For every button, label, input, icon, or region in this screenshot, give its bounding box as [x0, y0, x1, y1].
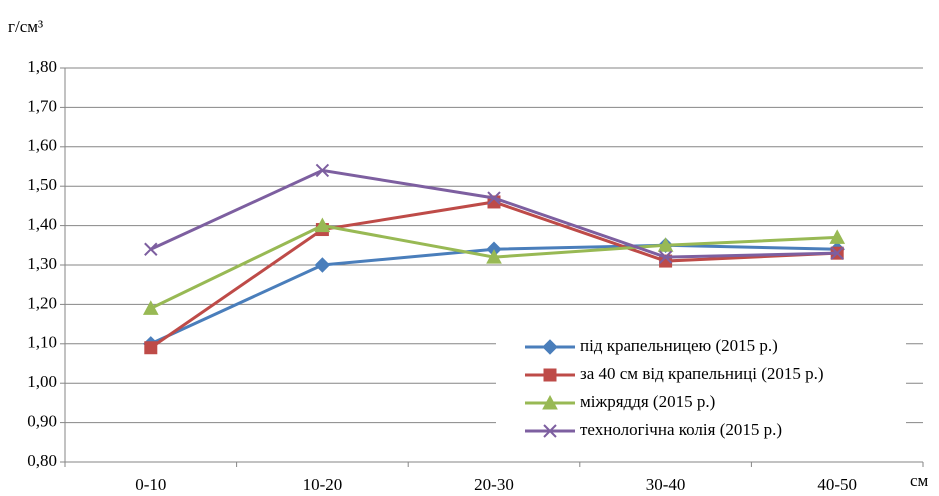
y-tick-label: 1,10: [27, 333, 57, 352]
y-tick-label: 1,00: [27, 372, 57, 391]
legend-label: міжряддя (2015 р.): [580, 392, 715, 411]
y-tick-label: 1,60: [27, 136, 57, 155]
y-tick-label: 0,80: [27, 451, 57, 470]
marker: [142, 300, 159, 315]
marker: [543, 424, 557, 438]
marker: [543, 368, 557, 382]
legend-label: технологічна колія (2015 р.): [580, 420, 782, 439]
x-tick-label: 20-30: [474, 475, 514, 494]
marker: [542, 394, 558, 410]
y-tick-label: 1,70: [27, 96, 57, 115]
marker: [830, 246, 844, 260]
legend-label: за 40 см від крапельниці (2015 р.): [580, 364, 824, 383]
marker: [657, 237, 674, 252]
marker: [658, 250, 673, 264]
marker: [315, 163, 330, 178]
y-tick-label: 1,30: [27, 254, 57, 273]
marker: [542, 339, 558, 355]
y-tick-label: 1,20: [27, 293, 57, 312]
x-tick-label: 40-50: [817, 475, 857, 494]
marker: [486, 249, 502, 264]
marker: [829, 229, 846, 244]
legend: під крапельницею (2015 р.) за 40 см від к…: [496, 330, 906, 446]
marker: [144, 242, 158, 256]
x-tick-label: 10-20: [303, 475, 343, 494]
y-tick-label: 1,80: [27, 57, 57, 76]
y-tick-label: 1,40: [27, 215, 57, 234]
legend-label: під крапельницею (2015 р.): [580, 336, 778, 355]
x-tick-label: 0-10: [135, 475, 166, 494]
marker: [314, 217, 331, 233]
y-axis-label: г/см³: [8, 17, 43, 36]
x-axis-label: см: [910, 471, 929, 490]
marker: [144, 341, 158, 355]
marker: [487, 191, 501, 205]
y-tick-label: 0,90: [27, 412, 57, 431]
x-tick-label: 30-40: [646, 475, 686, 494]
y-tick-label: 1,50: [27, 175, 57, 194]
marker: [314, 257, 331, 273]
series-line: [149, 200, 838, 349]
legend-box: [496, 330, 906, 446]
